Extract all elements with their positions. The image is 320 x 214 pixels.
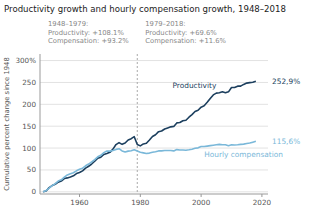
end-label: 115,6%: [272, 137, 300, 146]
y-tick-label: 300%: [15, 56, 36, 65]
annotation: 1979–2018:: [145, 20, 185, 28]
grid-line: [40, 82, 268, 83]
grid-line: [40, 191, 268, 192]
series-label: Hourly compensation: [204, 150, 283, 159]
end-label: 252,9%: [272, 77, 300, 86]
annotation: Compensation: +93.2%: [48, 37, 129, 45]
annotation: Compensation: +11.6%: [145, 37, 226, 45]
annotation: Productivity: +108.1%: [48, 29, 124, 37]
grid-line: [40, 104, 268, 105]
y-axis: [40, 54, 41, 194]
x-axis: [40, 194, 268, 195]
y-tick-label: 0: [31, 187, 36, 196]
grid-line: [40, 126, 268, 127]
y-tick-label: 150: [22, 122, 36, 131]
annotation: Productivity: +69.6%: [145, 29, 217, 37]
plot-area: [43, 54, 256, 194]
grid-line: [40, 169, 268, 170]
annotation: 1948–1979:: [48, 20, 88, 28]
x-tick-label: 2000: [192, 198, 211, 207]
series-line: [43, 81, 256, 192]
y-axis-label: Cumulative percent change since 1948: [3, 57, 11, 190]
divider: [137, 54, 138, 194]
x-tick-label: 1960: [70, 198, 89, 207]
x-tick-label: 1980: [131, 198, 150, 207]
y-tick-label: 50: [27, 165, 37, 174]
y-tick-label: 250: [22, 78, 36, 87]
title: Productivity growth and hourly compensat…: [4, 4, 286, 14]
grid-line: [40, 148, 268, 149]
x-tick-label: 2020: [253, 198, 272, 207]
grid-line: [40, 60, 268, 61]
chart: Productivity growth and hourly compensat…: [0, 0, 320, 214]
y-tick-label: 200: [22, 100, 36, 109]
y-tick-label: 100: [22, 144, 36, 153]
series-label: Productivity: [172, 81, 216, 90]
